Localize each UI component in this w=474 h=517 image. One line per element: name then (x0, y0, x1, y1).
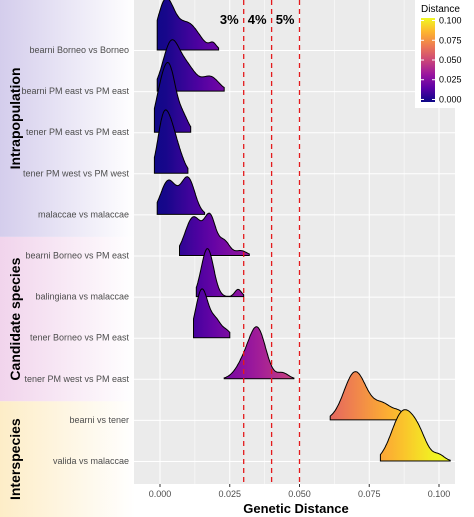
y-tick-label: bearni Borneo vs Borneo (29, 45, 129, 55)
legend-tick-label: 0.050 (439, 55, 462, 65)
y-tick-label: bearni vs tener (69, 415, 129, 425)
y-tick-label: balingiana vs malaccae (35, 292, 129, 302)
y-tick-label: malaccae vs malaccae (38, 209, 129, 219)
x-tick-label: 0.100 (428, 489, 451, 499)
reference-line-label: 4% (248, 12, 267, 27)
y-tick-label: valida vs malaccae (53, 456, 129, 466)
group-label: Interspecies (7, 418, 23, 500)
legend-tick-label: 0.075 (439, 35, 462, 45)
ridge (153, 109, 189, 174)
ridge (193, 288, 231, 339)
x-tick-label: 0.075 (358, 489, 381, 499)
ridges (153, 0, 451, 462)
group-label: Intrapopulation (7, 68, 23, 170)
legend-title: Distance (421, 4, 460, 15)
y-tick-labels: bearni Borneo vs Borneo bearni PM east vs… (21, 45, 129, 466)
ridge (156, 0, 220, 51)
reference-line-label: 5% (276, 12, 295, 27)
y-tick-label: tener PM east vs PM east (26, 127, 130, 137)
x-axis-title: Genetic Distance (243, 501, 349, 516)
y-tick-label: tener PM west vs PM west (23, 168, 130, 178)
y-tick-label: bearni PM east vs PM east (21, 86, 129, 96)
y-tick-label: bearni Borneo vs PM east (25, 251, 129, 261)
x-tick-label: 0.050 (288, 489, 311, 499)
ridge (156, 176, 206, 215)
group-band (0, 0, 135, 237)
ridge (179, 212, 250, 256)
group-bands (0, 0, 135, 517)
y-tick-label: tener PM west vs PM east (24, 374, 129, 384)
legend-tick-label: 0.100 (439, 16, 462, 26)
x-tick-labels: 0.000 0.025 0.050 0.075 0.100 (149, 484, 451, 499)
reference-lines: 3% 4% 5% (220, 0, 301, 484)
ridge (329, 371, 412, 421)
legend-tick-label: 0.000 (439, 94, 462, 104)
group-label: Candidate species (7, 257, 23, 380)
reference-line-label: 3% (220, 12, 239, 27)
group-band (0, 236, 135, 402)
ridge (379, 409, 451, 462)
group-labels: Intrapopulation Candidate species Interspe… (7, 68, 23, 501)
ridge (223, 326, 295, 380)
group-band (0, 401, 135, 517)
ridge (195, 248, 245, 298)
x-tick-label: 0.000 (149, 489, 172, 499)
x-tick-label: 0.025 (218, 489, 241, 499)
legend-colorbar (421, 18, 435, 102)
legend-tick-label: 0.025 (439, 75, 462, 85)
y-tick-label: tener Borneo vs PM east (30, 333, 130, 343)
